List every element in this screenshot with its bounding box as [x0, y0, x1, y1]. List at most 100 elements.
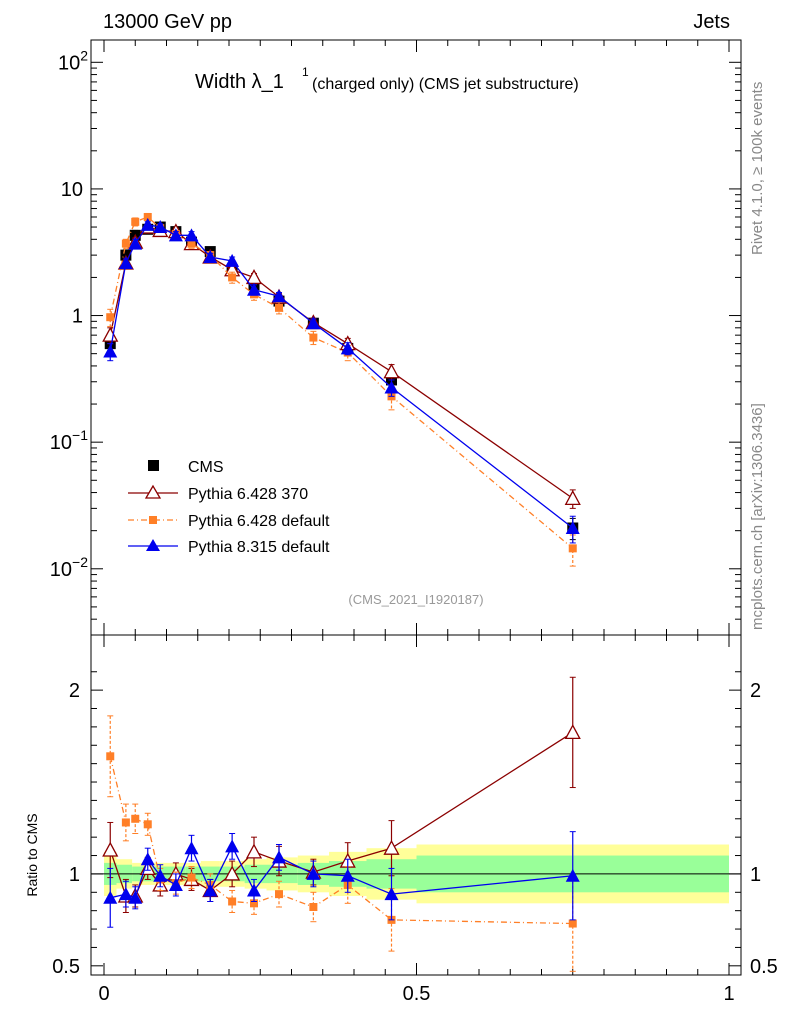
- ratio-data-point: [306, 866, 321, 880]
- ratio-data-point: [272, 850, 286, 864]
- ratio-y-tick-label: 2: [69, 680, 80, 702]
- header-left: 13000 GeV pp: [103, 11, 232, 33]
- main-data-point: [131, 217, 140, 226]
- ratio-data-point: [168, 877, 183, 891]
- main-data-point: [103, 344, 118, 358]
- main-series-line: [109, 224, 574, 529]
- main-data-point: [564, 489, 581, 506]
- ratio-series-line: [109, 756, 573, 925]
- ratio-data-point: [131, 814, 140, 823]
- ratio-data-point: [128, 890, 143, 904]
- legend-cms-marker: [148, 460, 159, 471]
- ratio-y-tick-label: 1: [69, 864, 80, 886]
- main-data-point: [153, 220, 168, 234]
- ratio-data-point: [228, 897, 237, 906]
- ratio-data-point: [564, 724, 581, 740]
- main-data-point: [247, 282, 261, 296]
- legend-p6-370-label: Pythia 6.428 370: [188, 486, 308, 503]
- main-data-point: [184, 228, 199, 242]
- ratio-data-point: [106, 752, 115, 761]
- main-series-line: [109, 216, 574, 549]
- main-data-point: [140, 217, 155, 231]
- y-tick-label: 102: [58, 47, 88, 74]
- ratio-data-point: [568, 919, 577, 928]
- ratio-data-point: [140, 852, 155, 866]
- main-data-point: [128, 236, 143, 250]
- header-right: Jets: [693, 11, 730, 33]
- ratio-data-point: [224, 865, 241, 881]
- x-tick-label: 1: [723, 983, 734, 1005]
- ratio-data-point: [565, 868, 580, 882]
- data-marks: [102, 212, 581, 972]
- main-data-point: [102, 326, 119, 342]
- ratio-data-point: [103, 890, 118, 904]
- y-tick-label: 10−2: [50, 554, 88, 581]
- ratio-data-point: [384, 887, 399, 901]
- x-tick-label: 0: [98, 983, 109, 1005]
- main-data-point: [565, 520, 580, 534]
- ratio-data-point: [309, 903, 318, 911]
- main-data-point: [245, 269, 263, 285]
- main-data-point: [383, 363, 400, 379]
- main-data-point: [203, 249, 218, 263]
- tick-labels: 10−2 10−1 1 10 102 0 0.5 1 0.5 0.5 1 1 2 2: [50, 47, 778, 1005]
- side-label-bottom: mcplots.cern.ch [arXiv:1306.3436]: [749, 403, 766, 630]
- plot-title-sub: (charged only) (CMS jet substructure): [312, 76, 579, 93]
- main-data-point: [275, 303, 283, 312]
- ratio-data-point: [383, 839, 400, 855]
- ratio-y-tick-label-right: 0.5: [750, 956, 778, 978]
- ratio-data-point: [225, 839, 240, 853]
- main-data-point: [272, 289, 286, 303]
- axes: [90, 39, 742, 976]
- main-data-point: [225, 253, 240, 267]
- legend-p8-default-marker: [146, 539, 160, 551]
- ratio-ylabel: Ratio to CMS: [24, 813, 40, 896]
- ratio-y-tick-label: 0.5: [52, 956, 80, 978]
- main-data-point: [306, 316, 321, 330]
- main-series-line: [109, 226, 574, 499]
- legend-p8-default-label: Pythia 8.315 default: [188, 539, 330, 556]
- x-tick-label: 0.5: [403, 983, 431, 1005]
- ratio-data-point: [187, 873, 196, 882]
- ratio-data-point: [121, 818, 130, 827]
- ratio-data-point: [102, 841, 119, 857]
- side-label-top: Rivet 4.1.0, ≥ 100k events: [749, 82, 766, 255]
- legend-cms-label: CMS: [188, 459, 224, 476]
- ratio-y-tick-label-right: 1: [750, 864, 761, 886]
- ratio-data-point: [184, 841, 199, 855]
- main-data-point: [168, 228, 183, 242]
- main-data-point: [384, 380, 399, 394]
- ratio-data-point: [153, 868, 168, 882]
- plot-title-main: Width λ_1: [195, 71, 284, 93]
- main-data-point: [568, 544, 577, 553]
- main-data-point: [187, 239, 196, 248]
- main-data-point: [121, 239, 130, 248]
- main-data-point: [340, 341, 355, 355]
- main-data-point: [228, 273, 237, 282]
- ratio-data-point: [275, 890, 283, 899]
- y-tick-label: 10−1: [50, 427, 88, 454]
- plot-title-sup: 1: [302, 65, 309, 79]
- ratio-data-point: [245, 843, 263, 859]
- main-data-point: [143, 213, 152, 222]
- legend-p6-default-marker: [149, 516, 157, 524]
- plot-title: Width λ_1 1 (charged only) (CMS jet subs…: [195, 65, 579, 93]
- ratio-data-point: [247, 883, 261, 897]
- ratio-data-point: [340, 868, 355, 882]
- ratio-data-point: [118, 887, 133, 901]
- legend-p6-370-marker: [144, 484, 162, 499]
- ratio-y-tick-label-right: 2: [750, 680, 761, 702]
- ratio-data-point: [250, 899, 258, 908]
- ratio-frame: [90, 634, 742, 976]
- y-tick-label: 10: [61, 179, 83, 201]
- main-data-point: [106, 313, 115, 322]
- ratio-data-point: [203, 883, 218, 897]
- y-tick-label: 1: [72, 306, 83, 328]
- legend: CMS Pythia 6.428 370 Pythia 6.428 defaul…: [128, 459, 330, 556]
- analysis-id: (CMS_2021_I1920187): [348, 592, 483, 607]
- main-data-point: [309, 333, 318, 342]
- legend-p6-default-label: Pythia 6.428 default: [188, 513, 330, 530]
- ratio-data-point: [143, 820, 152, 829]
- main-data-point: [118, 255, 133, 269]
